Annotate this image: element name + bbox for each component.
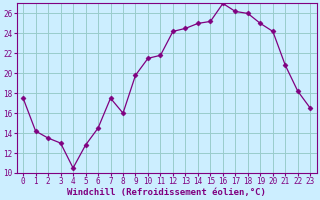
X-axis label: Windchill (Refroidissement éolien,°C): Windchill (Refroidissement éolien,°C): [67, 188, 266, 197]
